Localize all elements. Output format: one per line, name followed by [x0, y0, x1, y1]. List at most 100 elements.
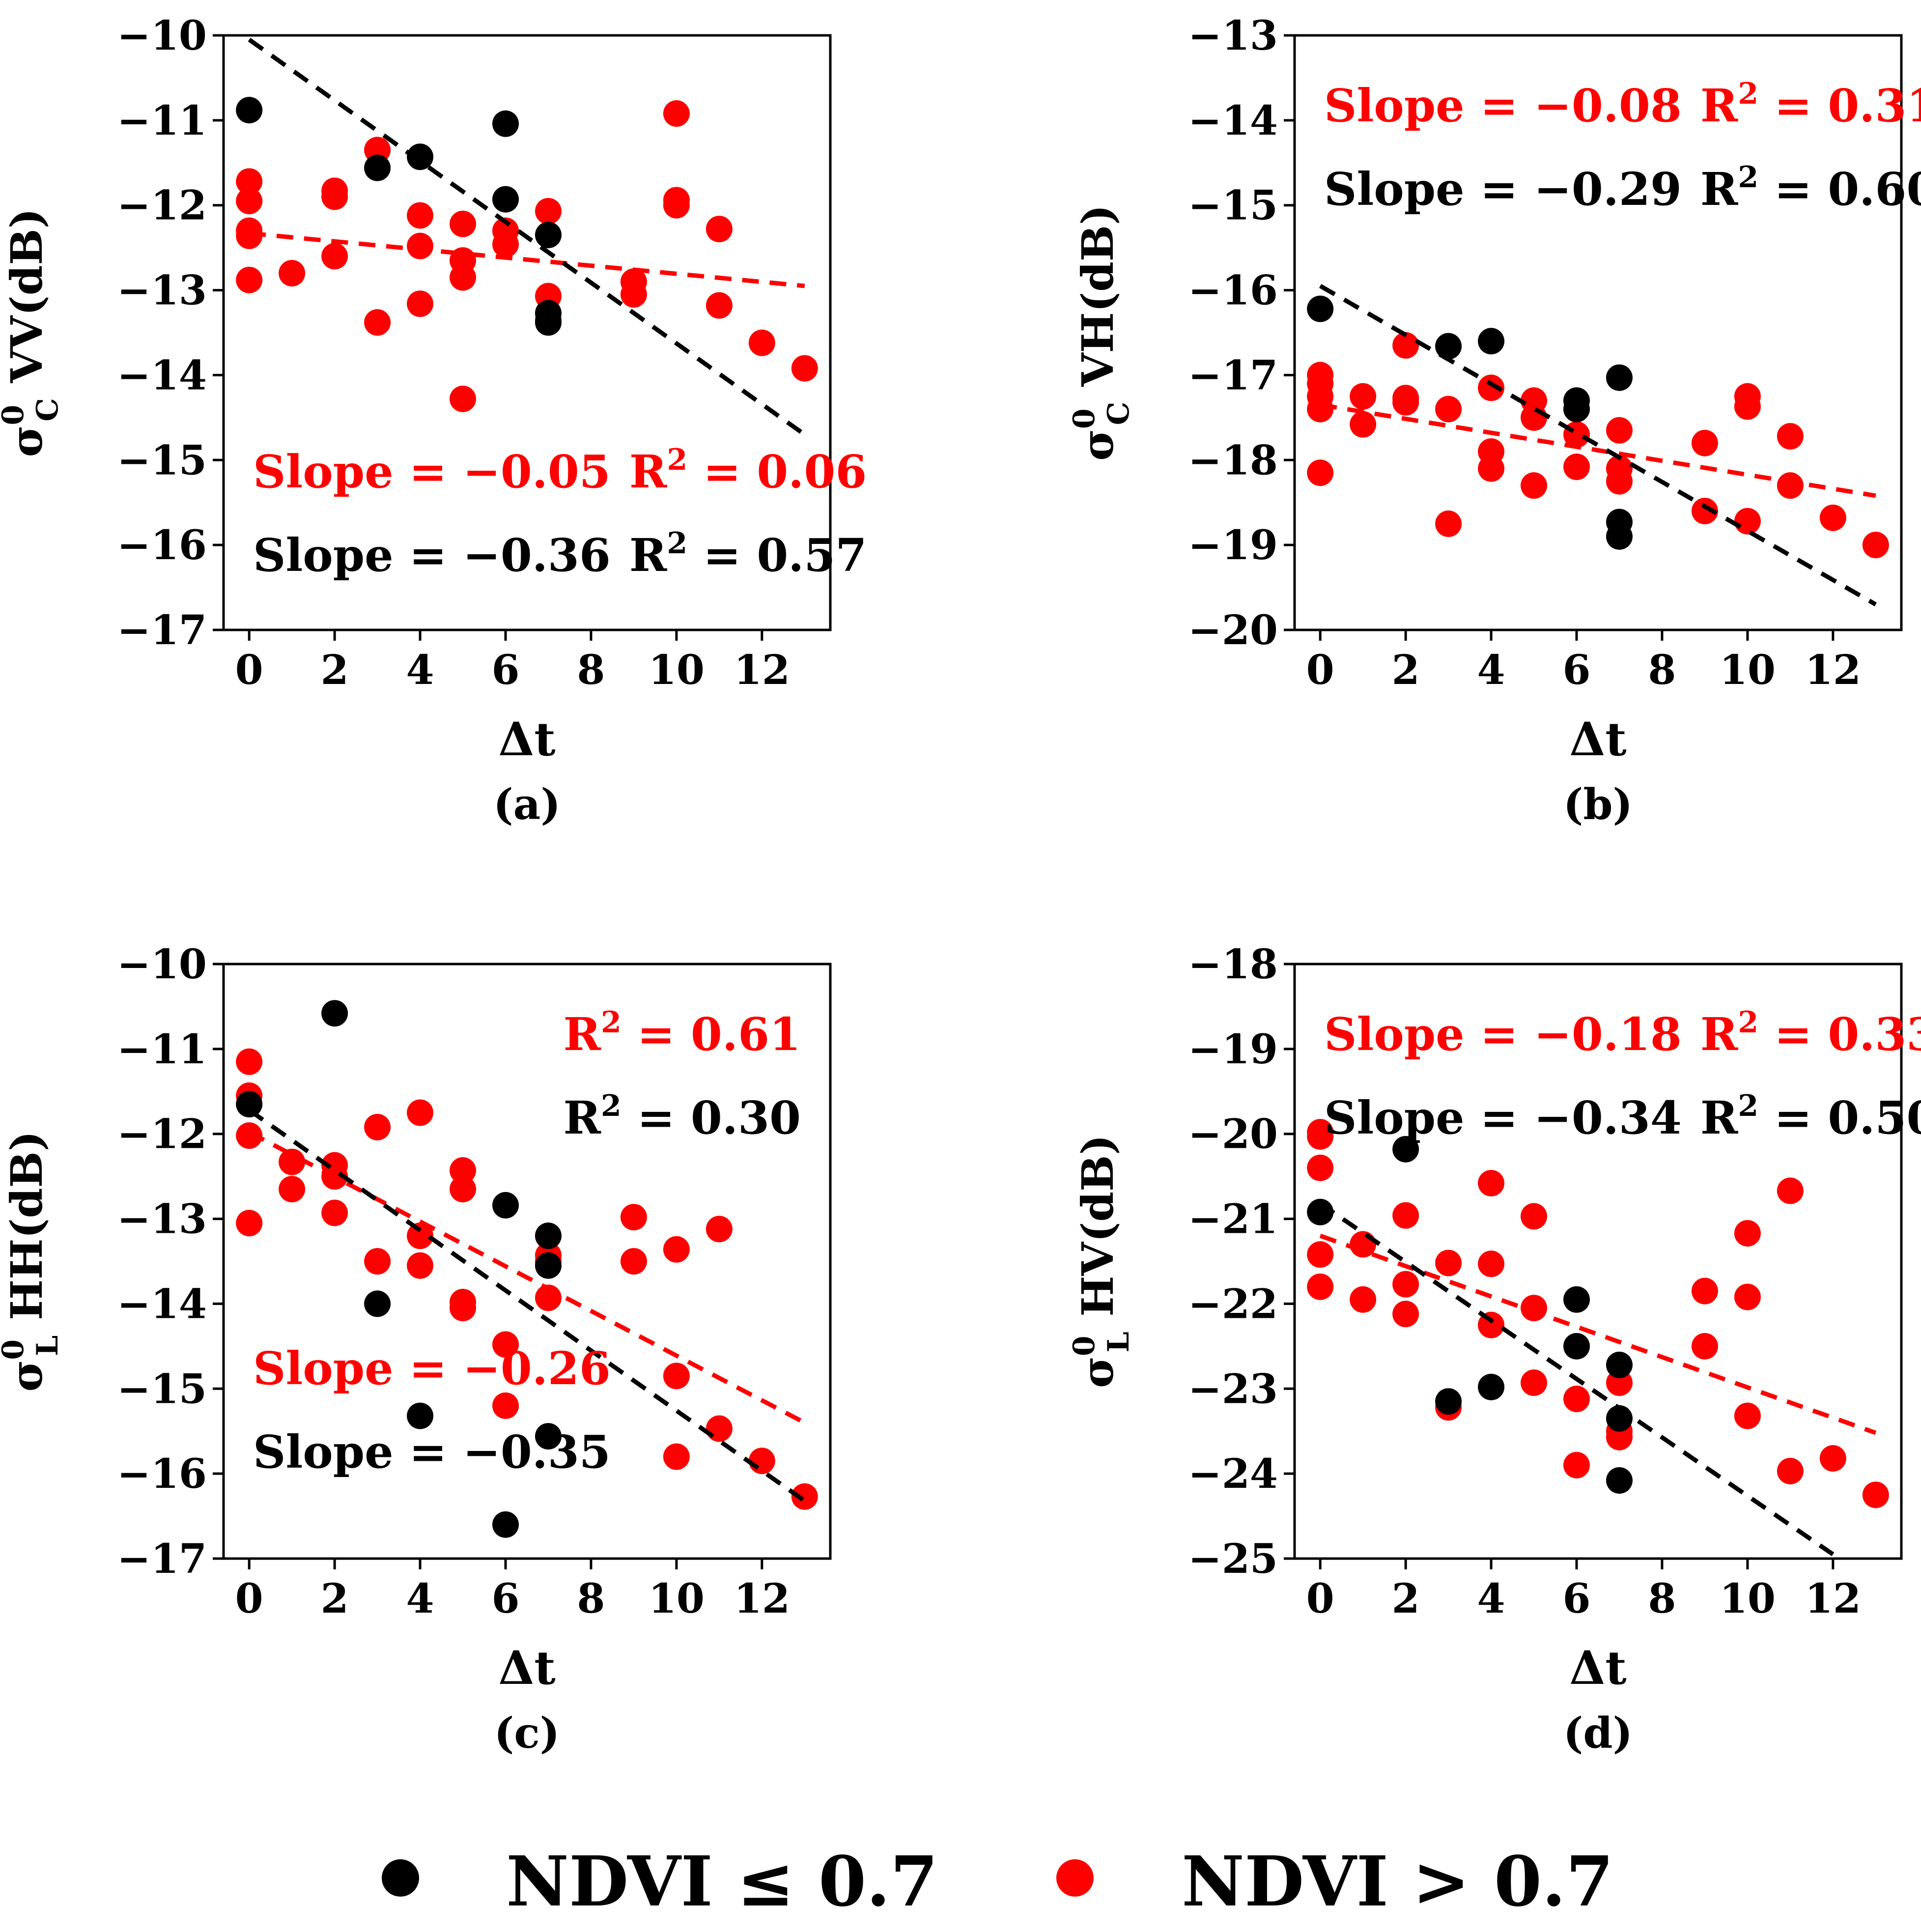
data-point-low — [1435, 1388, 1462, 1415]
y-tick-label: −11 — [117, 1026, 207, 1073]
data-point-low — [1478, 1373, 1505, 1400]
annotation-r2-label: R — [1700, 1008, 1738, 1061]
x-tick-label: 12 — [734, 647, 790, 694]
data-point-high — [1350, 1231, 1377, 1258]
data-point-high — [663, 1443, 690, 1470]
annotation-r2-high: R2 = 0.61 — [564, 1005, 801, 1061]
axes-frame — [1293, 34, 1903, 631]
data-point-high — [364, 309, 391, 336]
data-point-high — [1521, 1369, 1548, 1396]
y-tick-label: −13 — [1188, 12, 1278, 59]
y-tick-label: −23 — [1188, 1365, 1278, 1413]
y-tick-label: −15 — [117, 1365, 207, 1413]
data-point-high — [1819, 1445, 1846, 1472]
data-point-high — [1734, 1283, 1761, 1310]
annotation-low: Slope = −0.36 R2 = 0.57 — [253, 526, 867, 582]
data-point-low — [492, 1192, 519, 1219]
annotation-r2-eq: = — [622, 1091, 691, 1144]
data-point-high — [1392, 332, 1419, 359]
data-point-high — [620, 1204, 647, 1231]
y-tick-label: −17 — [117, 607, 207, 654]
data-point-high — [236, 1210, 263, 1237]
y-tick-label: −15 — [1188, 182, 1278, 229]
data-point-low — [535, 222, 562, 249]
x-tick-label: 6 — [491, 647, 519, 694]
data-point-low — [1563, 1286, 1590, 1313]
y-tick-label: −18 — [1188, 437, 1278, 484]
x-tick-label: 6 — [491, 1575, 519, 1622]
panels: −10−11−12−13−14−15−16−17024681012Δt(a)σ0… — [0, 12, 1921, 1758]
data-point-high — [1521, 472, 1548, 499]
y-tick-label: −20 — [1188, 607, 1278, 654]
y-tick-label: −19 — [1188, 1026, 1278, 1073]
data-point-high — [279, 1176, 306, 1203]
annotation-slope: Slope = −0.05 — [253, 445, 611, 498]
data-point-high — [1734, 393, 1761, 420]
axes-frame — [1293, 963, 1903, 1560]
data-point-low — [492, 110, 519, 137]
data-point-high — [1691, 429, 1718, 456]
data-point-high — [1350, 411, 1377, 438]
data-point-high — [1606, 1423, 1633, 1450]
data-point-low — [407, 143, 434, 170]
y-tick-label: −12 — [117, 182, 207, 229]
data-point-high — [663, 1363, 690, 1390]
data-point-high — [492, 231, 519, 258]
fit-line-low — [248, 37, 806, 437]
data-point-high — [1350, 1286, 1377, 1313]
x-tick-label: 8 — [1648, 1575, 1676, 1622]
y-tick-label: −17 — [117, 1535, 207, 1583]
data-point-high — [450, 385, 477, 412]
legend: NDVI ≤ 0.7 NDVI > 0.7 — [382, 1842, 1613, 1922]
y-tick-label: −15 — [117, 437, 207, 484]
data-point-high — [1606, 468, 1633, 495]
data-point-high — [279, 1148, 306, 1175]
annotation-r2-eq: = — [1758, 1008, 1828, 1061]
data-point-high — [1307, 1154, 1334, 1181]
annotation-slope: Slope = −0.18 — [1324, 1008, 1682, 1061]
y-tick-label: −17 — [1188, 352, 1278, 399]
data-point-high — [279, 260, 306, 286]
x-tick-label: 2 — [1392, 647, 1420, 694]
y-tick-label: −25 — [1188, 1535, 1278, 1583]
panel-label: (c) — [494, 1708, 560, 1758]
annotation-r2-value: 0.61 — [691, 1008, 801, 1061]
x-tick-label: 6 — [1562, 1575, 1590, 1622]
fit-line-low — [1319, 1201, 1835, 1557]
y-tick-label: −10 — [117, 941, 207, 988]
data-point-high — [1691, 498, 1718, 524]
x-tick-label: 4 — [406, 647, 434, 694]
y-tick-label: −24 — [1188, 1450, 1278, 1498]
data-point-low — [535, 309, 562, 336]
data-point-high — [1734, 1402, 1761, 1429]
data-point-low — [535, 1222, 562, 1250]
panel-label: (b) — [1563, 780, 1633, 829]
panel-d: −18−19−20−21−22−23−24−250 2 4 6 8 10 12Δt(d)σ0… — [1067, 941, 1921, 1758]
data-point-high — [1777, 1177, 1804, 1204]
series-low — [236, 97, 562, 336]
y-axis-label: σ0L HH(dB) — [0, 1131, 65, 1392]
y-tick-label: −14 — [117, 352, 207, 399]
annotation-r2-sup: 2 — [1738, 160, 1758, 195]
x-tick-label: 10 — [1720, 647, 1776, 694]
data-point-high — [1478, 374, 1505, 401]
x-tick-label: 4 — [406, 1575, 434, 1622]
y-tick-label: −18 — [1188, 941, 1278, 988]
y-axis-label-symbol: σ — [1072, 1356, 1123, 1388]
x-tick-label: 2 — [321, 647, 349, 694]
axes-frame — [222, 963, 832, 1560]
data-point-low — [236, 1091, 263, 1118]
y-tick-label: −16 — [1188, 267, 1278, 314]
y-tick-label: −13 — [117, 267, 207, 314]
x-tick-label: 10 — [649, 647, 705, 694]
annotation-r2-sup: 2 — [667, 443, 687, 477]
y-tick-label: −11 — [117, 97, 207, 144]
data-point-high — [407, 1099, 434, 1126]
legend-label-low: NDVI ≤ 0.7 — [506, 1842, 938, 1922]
annotation-r2-eq: = — [1758, 1091, 1828, 1144]
data-point-high — [1392, 1202, 1419, 1229]
x-tick-label: 8 — [1648, 647, 1676, 694]
data-point-low — [1563, 1333, 1590, 1360]
y-axis-label-sub: C — [30, 398, 65, 422]
